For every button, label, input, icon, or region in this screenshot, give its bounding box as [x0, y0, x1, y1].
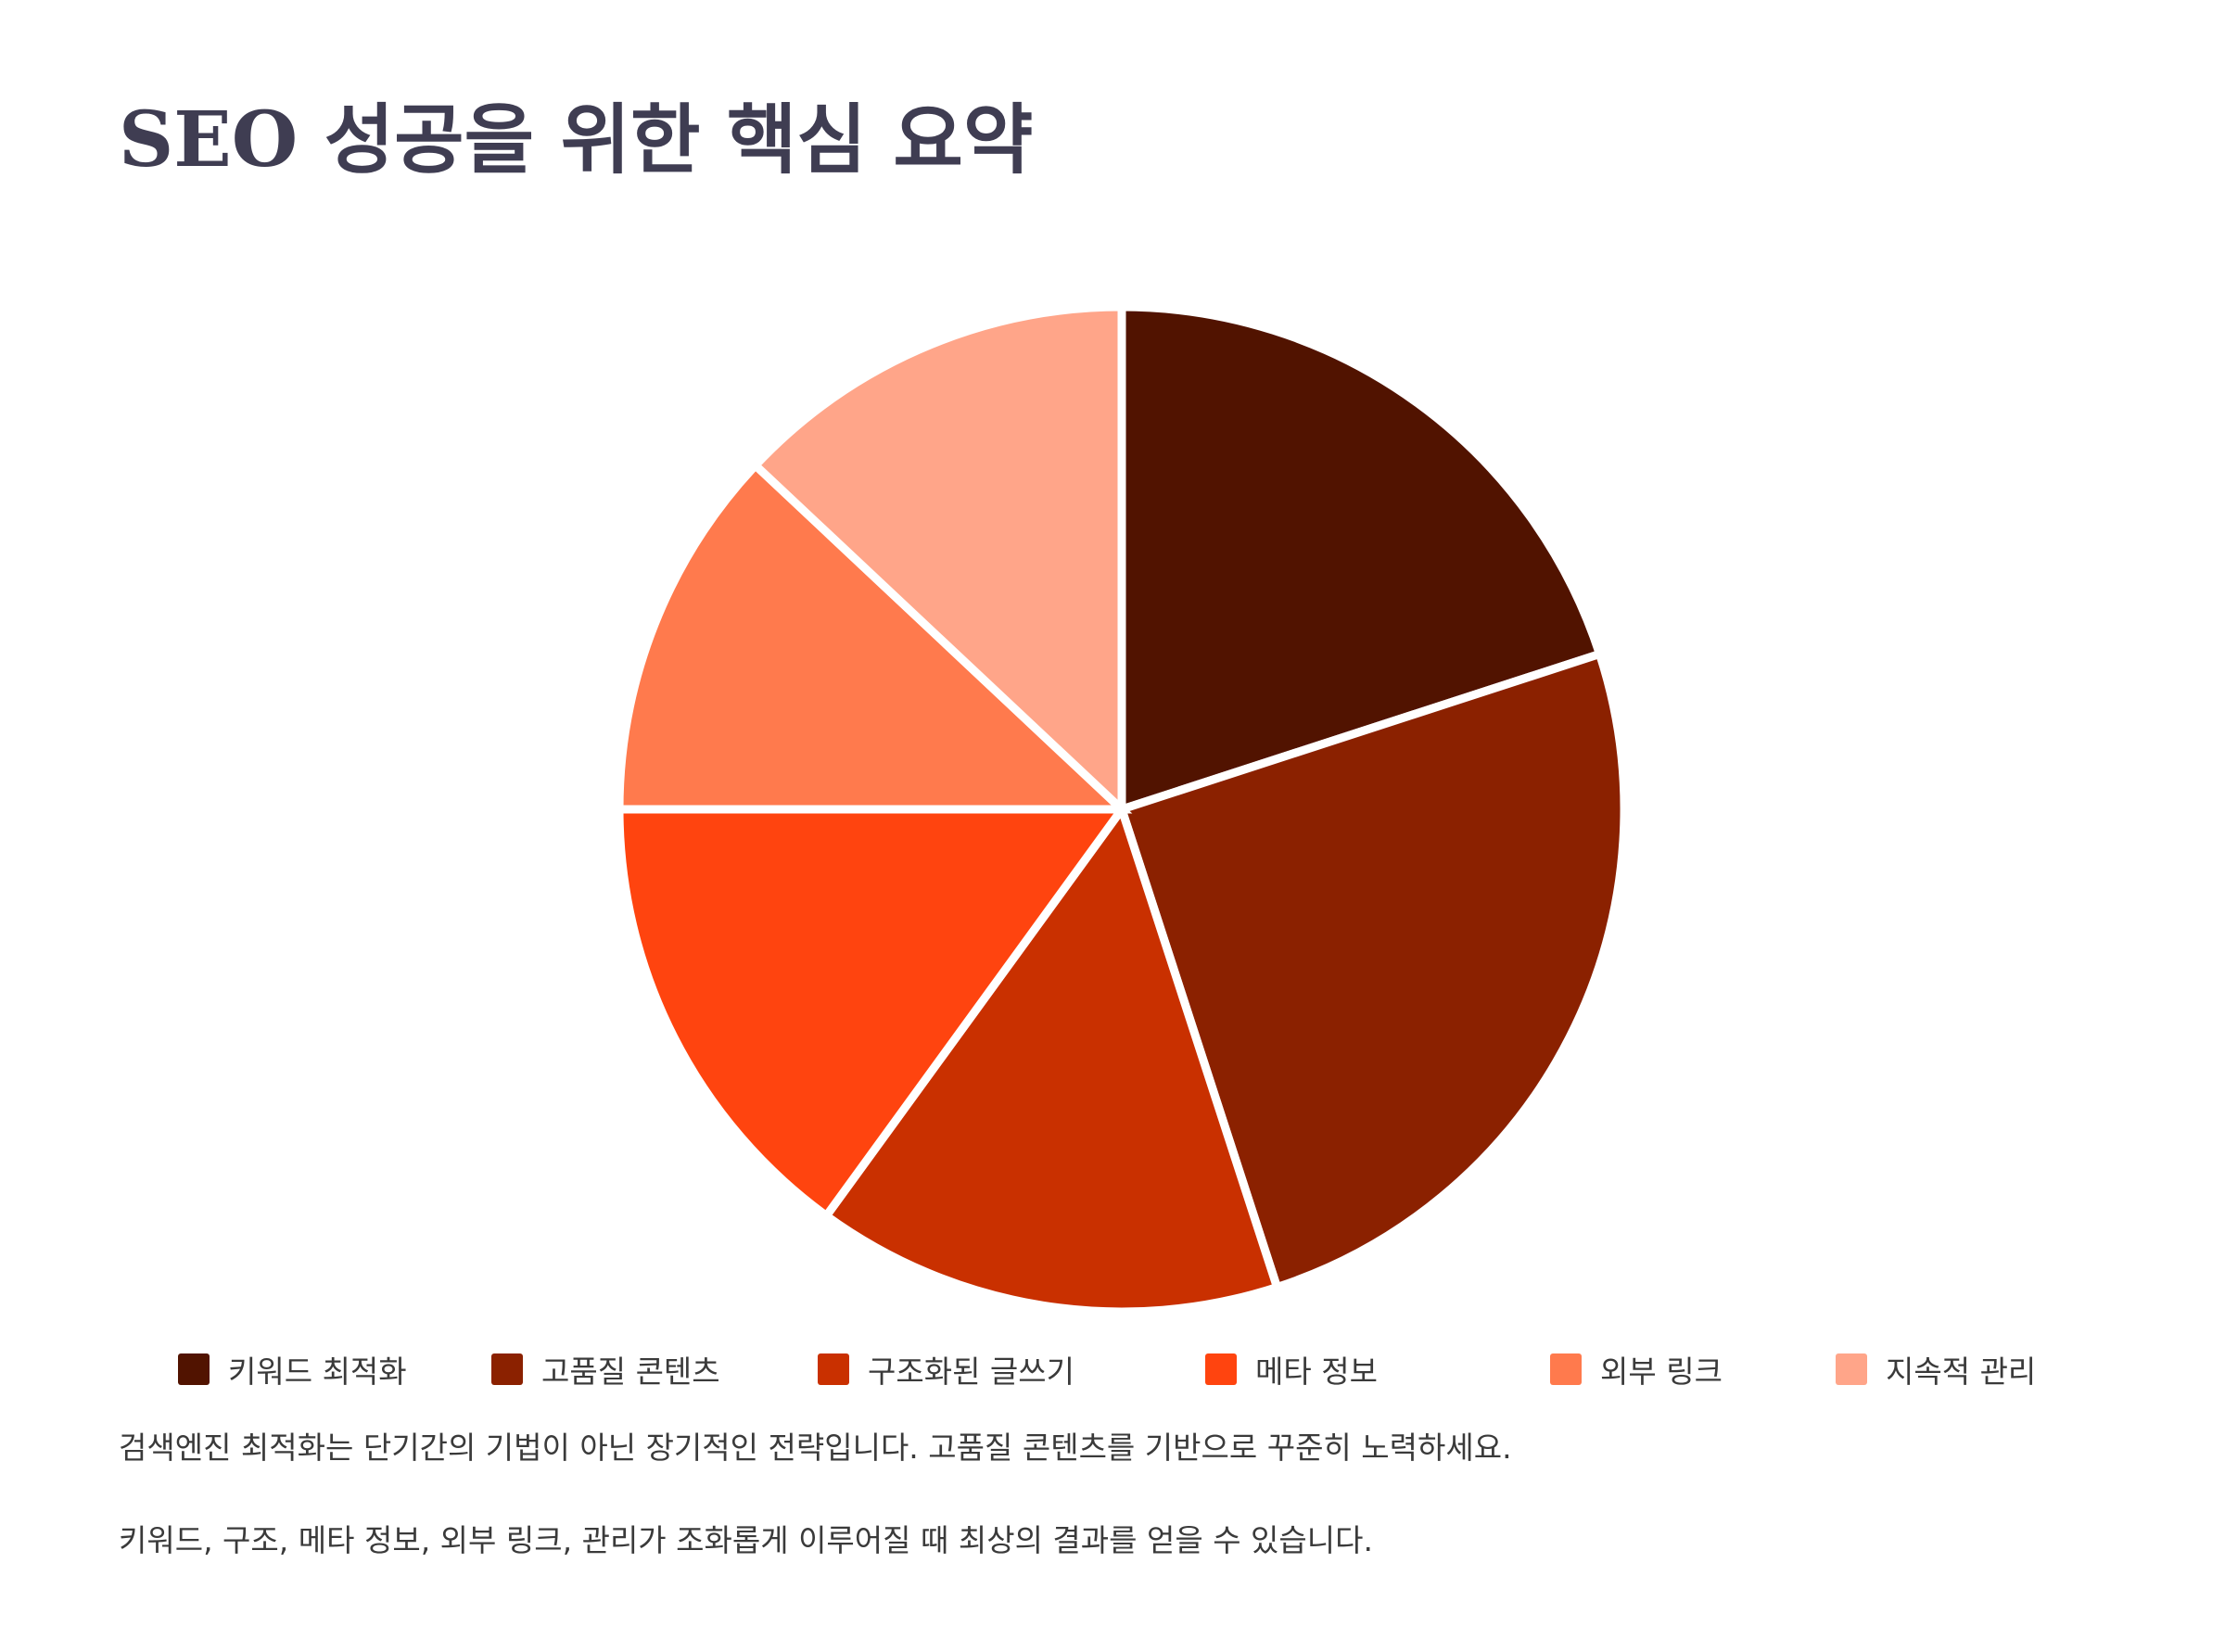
legend-item: 외부 링크 — [1550, 1346, 1723, 1392]
legend-label: 구조화된 글쓰기 — [868, 1353, 1075, 1390]
legend-label: 키워드 최적화 — [228, 1353, 407, 1390]
legend-swatch — [818, 1353, 849, 1385]
legend-item: 구조화된 글쓰기 — [818, 1346, 1074, 1392]
pie-slice-2 — [1116, 648, 1629, 1293]
legend-swatch — [1836, 1353, 1867, 1385]
legend-label: 메타 정보 — [1255, 1353, 1378, 1390]
pie-slice-6 — [749, 302, 1126, 820]
legend-item: 고품질 콘텐츠 — [491, 1346, 720, 1392]
legend-item: 지속적 관리 — [1836, 1346, 2036, 1392]
legend-swatch — [1550, 1353, 1582, 1385]
legend-label: 고품질 콘텐츠 — [541, 1353, 720, 1390]
chart-legend: 키워드 최적화 고품질 콘텐츠 구조화된 글쓰기 메타 정보 외부 링크 지속적 관리 — [0, 1346, 2225, 1392]
legend-label: 지속적 관리 — [1886, 1353, 2037, 1390]
pie-slice-3 — [820, 800, 1283, 1316]
chart-title: SEO 성공을 위한 핵심 요약 — [119, 95, 1034, 184]
pie-slice-4 — [615, 805, 1130, 1222]
pie-slice-1 — [1117, 302, 1606, 816]
legend-swatch — [178, 1353, 210, 1385]
legend-item: 키워드 최적화 — [178, 1346, 407, 1392]
pie-slice-5 — [615, 459, 1133, 814]
legend-label: 외부 링크 — [1600, 1353, 1723, 1390]
legend-swatch — [491, 1353, 523, 1385]
legend-swatch — [1205, 1353, 1237, 1385]
summary-text-2: 키워드, 구조, 메타 정보, 외부 링크, 관리가 조화롭게 이루어질 때 최… — [119, 1522, 1373, 1558]
legend-item: 메타 정보 — [1205, 1346, 1378, 1392]
summary-text-1: 검색엔진 최적화는 단기간의 기법이 아닌 장기적인 전략입니다. 고품질 콘텐… — [119, 1430, 1512, 1466]
